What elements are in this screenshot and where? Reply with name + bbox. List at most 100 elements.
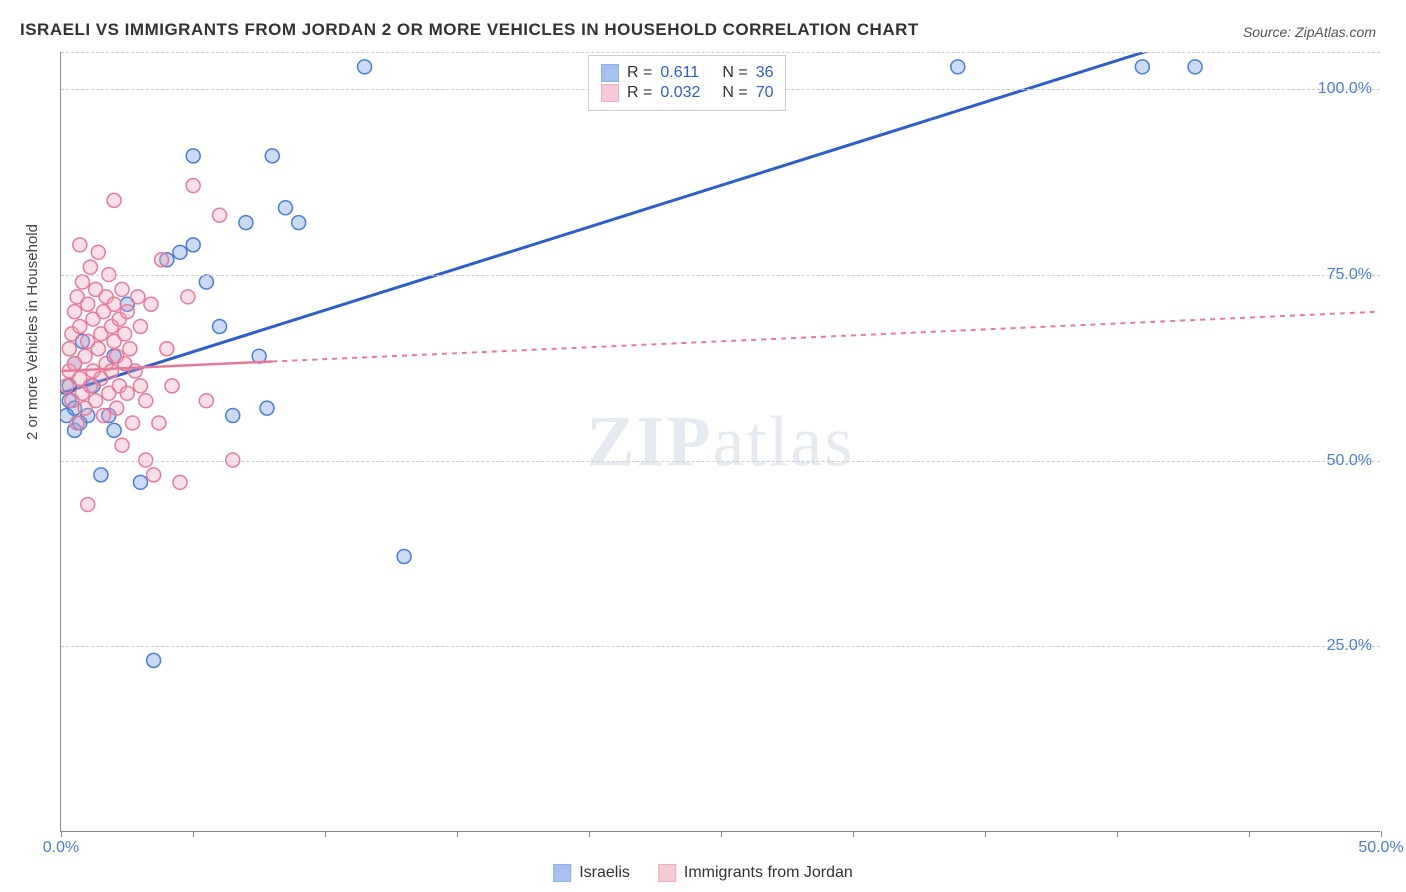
x-tick [589, 831, 590, 837]
data-point [89, 282, 103, 296]
data-point [1188, 60, 1202, 74]
data-point [68, 357, 82, 371]
data-point [94, 468, 108, 482]
n-label: N = [722, 64, 747, 82]
data-point [213, 320, 227, 334]
data-point [61, 379, 74, 393]
chart-title: ISRAELI VS IMMIGRANTS FROM JORDAN 2 OR M… [20, 20, 919, 40]
gridline [61, 461, 1380, 462]
data-point [133, 379, 147, 393]
data-point [112, 379, 126, 393]
data-point [97, 409, 111, 423]
data-point [81, 334, 95, 348]
n-value: 36 [756, 64, 774, 82]
data-point [144, 297, 158, 311]
data-point [120, 386, 134, 400]
data-point [278, 201, 292, 215]
data-point [75, 275, 89, 289]
x-tick [985, 831, 986, 837]
data-point [186, 149, 200, 163]
plot-area: ZIPatlas 25.0%50.0%75.0%100.0%0.0%50.0% [60, 52, 1380, 832]
data-point [239, 216, 253, 230]
data-point [104, 320, 118, 334]
n-label: N = [722, 84, 747, 102]
y-tick-label: 25.0% [1327, 637, 1372, 655]
data-point [75, 386, 89, 400]
r-label: R = [627, 84, 652, 102]
data-point [107, 193, 121, 207]
data-point [97, 305, 111, 319]
data-point [120, 305, 134, 319]
data-point [78, 349, 92, 363]
data-point [68, 357, 82, 371]
data-point [173, 475, 187, 489]
data-point [112, 312, 126, 326]
data-point [131, 290, 145, 304]
data-point [260, 401, 274, 415]
data-point [91, 245, 105, 259]
data-point [126, 416, 140, 430]
legend-item-jordan: Immigrants from Jordan [658, 864, 853, 882]
data-point [181, 290, 195, 304]
data-point [86, 312, 100, 326]
data-point [118, 357, 132, 371]
data-point [155, 253, 169, 267]
data-point [115, 438, 129, 452]
data-point [65, 327, 79, 341]
x-tick [193, 831, 194, 837]
legend-label-israelis: Israelis [579, 864, 630, 882]
legend-label-jordan: Immigrants from Jordan [684, 864, 853, 882]
data-point [78, 401, 92, 415]
data-point [83, 379, 97, 393]
swatch [601, 84, 619, 102]
x-tick [853, 831, 854, 837]
x-tick [61, 831, 62, 837]
data-point [292, 216, 306, 230]
data-point [165, 379, 179, 393]
data-point [81, 297, 95, 311]
watermark: ZIPatlas [587, 400, 855, 483]
data-point [199, 394, 213, 408]
chart-svg [61, 52, 1380, 831]
data-point [75, 334, 89, 348]
data-point [186, 179, 200, 193]
data-point [160, 253, 174, 267]
swatch-jordan [658, 864, 676, 882]
data-point [199, 275, 213, 289]
data-point [99, 290, 113, 304]
data-point [139, 394, 153, 408]
data-point [128, 364, 142, 378]
data-point [83, 260, 97, 274]
data-point [107, 297, 121, 311]
x-tick [1117, 831, 1118, 837]
data-point [133, 320, 147, 334]
watermark-bold: ZIP [587, 401, 713, 481]
x-tick [325, 831, 326, 837]
data-point [115, 282, 129, 296]
data-point [62, 364, 76, 378]
data-point [123, 342, 137, 356]
data-point [226, 409, 240, 423]
data-point [73, 238, 87, 252]
regression-line-dashed [272, 312, 1379, 362]
data-point [186, 238, 200, 252]
data-point [102, 386, 116, 400]
data-point [70, 416, 84, 430]
data-point [252, 349, 266, 363]
stats-legend-row: R =0.611N =36 [601, 64, 773, 82]
stats-legend-row: R =0.032N =70 [601, 84, 773, 102]
r-value: 0.611 [660, 64, 714, 82]
data-point [107, 423, 121, 437]
data-point [110, 401, 124, 415]
data-point [120, 297, 134, 311]
regression-line [61, 362, 272, 371]
data-point [94, 327, 108, 341]
gridline [61, 275, 1380, 276]
watermark-light: atlas [713, 401, 855, 481]
data-point [102, 409, 116, 423]
data-point [91, 342, 105, 356]
legend-item-israelis: Israelis [553, 864, 630, 882]
data-point [81, 498, 95, 512]
data-point [89, 394, 103, 408]
data-point [1135, 60, 1149, 74]
